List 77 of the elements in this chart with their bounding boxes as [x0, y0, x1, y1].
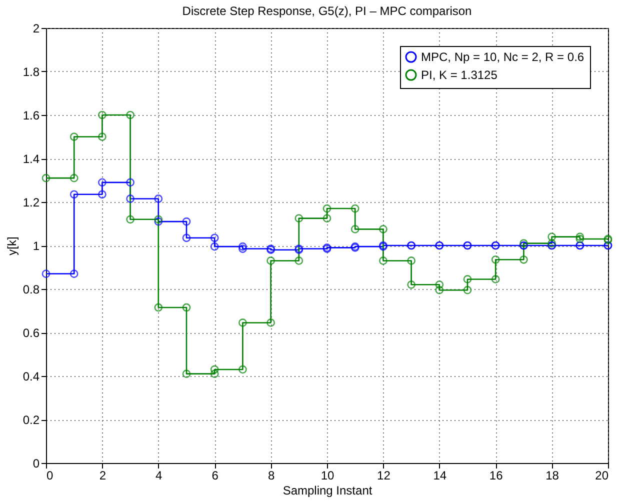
point: [154, 194, 163, 203]
point: [154, 303, 163, 312]
point: [210, 234, 219, 242]
point: [520, 255, 528, 264]
x-tick-label: 2: [99, 468, 106, 482]
y-tick-label: 0.2: [22, 413, 40, 427]
point: [435, 286, 444, 294]
point: [266, 256, 275, 265]
point: [350, 204, 360, 213]
point: [70, 190, 78, 199]
y-tick-label: 0.4: [22, 370, 40, 384]
y-tick-label: 2: [32, 22, 40, 36]
point: [463, 286, 472, 294]
point: [210, 370, 219, 378]
legend-label: MPC, Np = 10, Nc = 2, R = 0.6: [421, 50, 584, 64]
point: [238, 242, 247, 251]
point: [98, 110, 106, 120]
y-tick-label: 1: [32, 239, 40, 253]
point: [210, 365, 219, 374]
point: [294, 214, 304, 222]
x-tick-label: 14: [433, 468, 447, 482]
point: [182, 217, 191, 226]
chart-title: Discrete Step Response, G5(z), PI – MPC comparison: [182, 4, 472, 18]
point: [548, 232, 556, 241]
y-tick-label: 1.4: [22, 152, 40, 166]
point: [379, 256, 388, 265]
x-tick-label: 8: [268, 468, 275, 482]
point: [182, 370, 191, 378]
point: [98, 178, 106, 187]
x-axis-title: Sampling Instant: [282, 484, 373, 498]
point: [491, 275, 500, 284]
point: [98, 132, 106, 141]
point: [42, 270, 50, 278]
point: [238, 244, 247, 253]
y-tick-label: 1.2: [22, 196, 40, 210]
point: [294, 256, 304, 265]
point: [98, 190, 106, 199]
x-tick-label: 18: [546, 468, 560, 482]
point: [126, 215, 134, 224]
x-tick-label: 20: [595, 468, 609, 482]
point: [126, 194, 134, 203]
point: [576, 234, 584, 244]
point: [182, 303, 191, 312]
point: [126, 178, 134, 187]
x-tick-label: 4: [156, 468, 163, 482]
point: [182, 234, 191, 242]
y-tick-label: 0.6: [22, 326, 40, 340]
point: [576, 232, 584, 241]
y-tick-label: 1.8: [22, 65, 40, 79]
point: [238, 365, 247, 374]
point: [70, 132, 78, 141]
point: [238, 318, 247, 327]
point: [491, 255, 500, 264]
point: [266, 318, 275, 327]
x-tick-label: 10: [320, 468, 334, 482]
point: [379, 225, 388, 234]
point: [70, 270, 78, 278]
point: [322, 214, 332, 222]
x-tick-label: 12: [377, 468, 391, 482]
y-tick-label: 1.6: [22, 108, 40, 122]
point: [210, 242, 219, 251]
x-tick-label: 6: [212, 468, 219, 482]
x-tick-label: 0: [46, 468, 54, 482]
point: [463, 275, 472, 284]
point: [42, 174, 50, 182]
point: [435, 280, 444, 289]
point: [407, 280, 416, 289]
y-tick-label: 0: [32, 456, 40, 470]
point: [407, 256, 416, 265]
point: [70, 174, 78, 182]
point: [322, 204, 332, 213]
point: [126, 110, 134, 120]
y-tick-label: 0.8: [22, 282, 40, 296]
point: [350, 225, 360, 234]
x-tick-label: 16: [489, 468, 504, 482]
legend-label: PI, K = 1.3125: [421, 68, 498, 82]
y-axis-title: y[k]: [4, 236, 19, 256]
